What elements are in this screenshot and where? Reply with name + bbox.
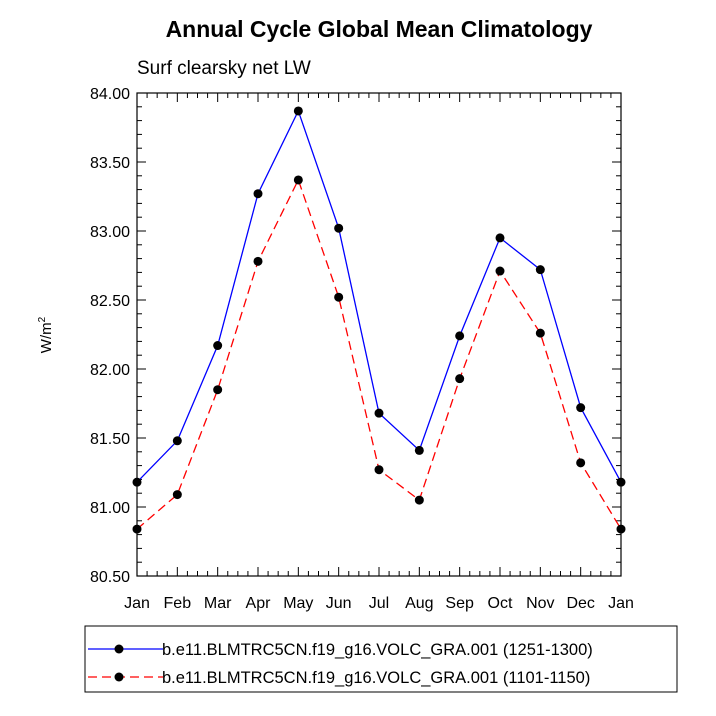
x-tick-label: May: [283, 595, 313, 612]
series-1-point: [253, 189, 263, 199]
series-1-point: [172, 436, 182, 446]
series-2-point: [576, 458, 586, 468]
y-tick-label: 82.00: [90, 362, 130, 379]
x-tick-label: Dec: [566, 595, 594, 612]
series-2-point: [414, 495, 424, 505]
series-1-point: [535, 265, 545, 275]
x-tick-label: Mar: [204, 595, 232, 612]
series-1-point: [576, 403, 586, 413]
x-tick-label: Feb: [164, 595, 192, 612]
series-2-point: [213, 385, 223, 395]
y-tick-label: 81.00: [90, 500, 130, 517]
series-2-point: [495, 266, 505, 276]
series-1-point: [293, 106, 303, 116]
series-2-point: [535, 328, 545, 338]
y-tick-label: 80.50: [90, 569, 130, 586]
series-2-point: [455, 374, 465, 384]
legend-marker-2: [114, 672, 124, 682]
y-tick-label: 84.00: [90, 86, 130, 103]
x-tick-label: Jan: [608, 595, 634, 612]
y-axis-label-base: W/m: [38, 322, 55, 353]
legend-box: [84, 625, 678, 693]
legend-label-1: b.e11.BLMTRC5CN.f19_g16.VOLC_GRA.001 (12…: [162, 641, 593, 659]
x-tick-label: Jul: [369, 595, 389, 612]
series-line-2: [136, 178, 622, 530]
series-1-point: [495, 233, 505, 243]
legend-marker-1: [114, 644, 124, 654]
series-2-point: [172, 490, 182, 500]
y-axis-label-sup: 2: [37, 316, 48, 322]
axis-ticks: Jan Feb Mar Apr May Jun Jul Aug Sep Oct Nov Dec Jan 8…: [90, 86, 634, 612]
series-2-point: [334, 292, 344, 302]
x-tick-label: Oct: [488, 595, 513, 612]
legend-label-2: b.e11.BLMTRC5CN.f19_g16.VOLC_GRA.001 (11…: [162, 669, 590, 687]
x-tick-label: Apr: [246, 595, 272, 612]
series-1-point: [374, 408, 384, 418]
chart-title: Annual Cycle Global Mean Climatology: [166, 16, 593, 42]
y-tick-label: 83.50: [90, 155, 130, 172]
series-layer: [132, 106, 626, 534]
series-2-point: [374, 465, 384, 475]
series-2-point: [293, 175, 303, 185]
y-tick-label: 83.00: [90, 224, 130, 241]
series-1-point: [334, 223, 344, 233]
series-1-point: [455, 331, 465, 341]
x-tick-label: Sep: [445, 595, 474, 612]
chart-subtitle: Surf clearsky net LW: [137, 58, 311, 79]
series-2-point: [253, 256, 263, 266]
y-axis-label: W/m2: [37, 316, 55, 353]
x-tick-label: Aug: [405, 595, 433, 612]
y-tick-label: 82.50: [90, 293, 130, 310]
series-1-point: [213, 341, 223, 351]
x-tick-label: Jan: [124, 595, 150, 612]
legend: b.e11.BLMTRC5CN.f19_g16.VOLC_GRA.001 (12…: [88, 641, 593, 687]
x-tick-label: Nov: [526, 595, 554, 612]
x-tick-label: Jun: [326, 595, 352, 612]
series-line-1: [136, 109, 622, 483]
series-1-point: [414, 445, 424, 455]
y-tick-label: 81.50: [90, 431, 130, 448]
plot-frame: [136, 92, 622, 577]
